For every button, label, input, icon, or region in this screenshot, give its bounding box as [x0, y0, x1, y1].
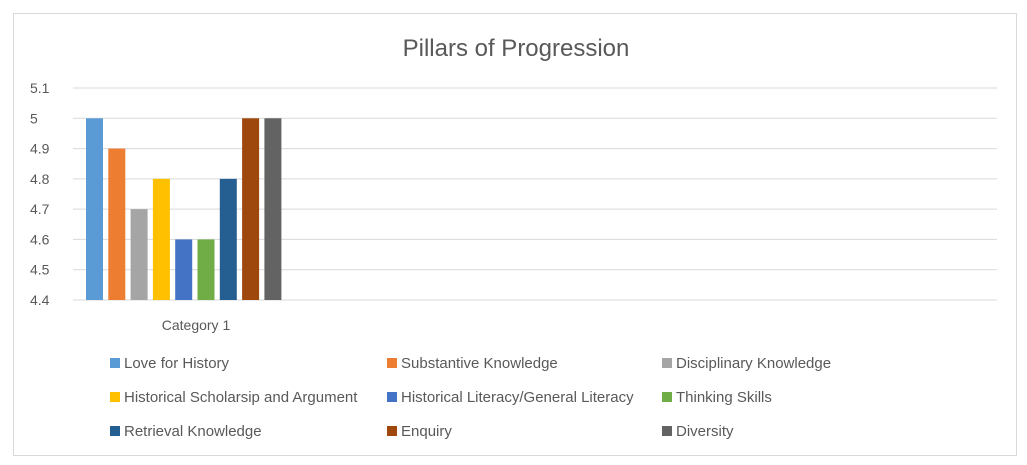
legend-label: Historical Scholarsip and Argument [124, 389, 358, 406]
legend-swatch [662, 358, 672, 368]
bar-retrieval-knowledge [219, 178, 237, 300]
legend-label: Diversity [676, 423, 734, 440]
bar-enquiry [242, 118, 260, 301]
y-tick-label: 4.9 [30, 141, 50, 157]
legend-label: Substantive Knowledge [401, 355, 558, 372]
legend-label: Disciplinary Knowledge [676, 355, 831, 372]
y-tick-label: 4.8 [30, 171, 50, 187]
x-axis-ticks: Category 1 [162, 317, 231, 333]
y-tick-label: 5 [30, 110, 38, 126]
bar-historical-literacy-general-literacy [175, 239, 193, 300]
y-tick-label: 5.1 [30, 80, 50, 96]
bar-thinking-skills [197, 239, 215, 300]
legend-swatch [387, 426, 397, 436]
legend-swatch [662, 426, 672, 436]
y-tick-label: 4.4 [30, 292, 50, 308]
legend-swatch [110, 426, 120, 436]
chart-frame: Pillars of Progression 4.4 4.5 4.6 4.7 4.8 4.… [13, 13, 1017, 456]
legend-swatch [387, 358, 397, 368]
legend-swatch [387, 392, 397, 402]
x-tick-label: Category 1 [162, 317, 231, 333]
y-axis-ticks: 4.4 4.5 4.6 4.7 4.8 4.9 5 5.1 [30, 80, 50, 308]
y-tick-label: 4.6 [30, 231, 50, 247]
legend-label: Retrieval Knowledge [124, 423, 262, 440]
legend-label: Enquiry [401, 423, 452, 440]
legend-label: Historical Literacy/General Literacy [401, 389, 634, 406]
bar-historical-scholarsip-and-argument [152, 178, 170, 300]
bar-substantive-knowledge [108, 148, 126, 300]
bars [86, 118, 282, 301]
bar-diversity [264, 118, 282, 301]
bar-chart: Pillars of Progression 4.44.54.64.74.84.… [30, 35, 997, 440]
legend-swatch [662, 392, 672, 402]
bar-disciplinary-knowledge [130, 209, 148, 300]
y-tick-label: 4.7 [30, 201, 50, 217]
legend: Love for History Substantive Knowledge Dis… [110, 355, 831, 440]
legend-swatch [110, 392, 120, 402]
legend-label: Thinking Skills [676, 389, 772, 406]
chart-title: Pillars of Progression [403, 35, 630, 62]
legend-swatch [110, 358, 120, 368]
bar-love-for-history [86, 118, 103, 301]
legend-label: Love for History [124, 355, 230, 372]
y-tick-label: 4.5 [30, 262, 50, 278]
